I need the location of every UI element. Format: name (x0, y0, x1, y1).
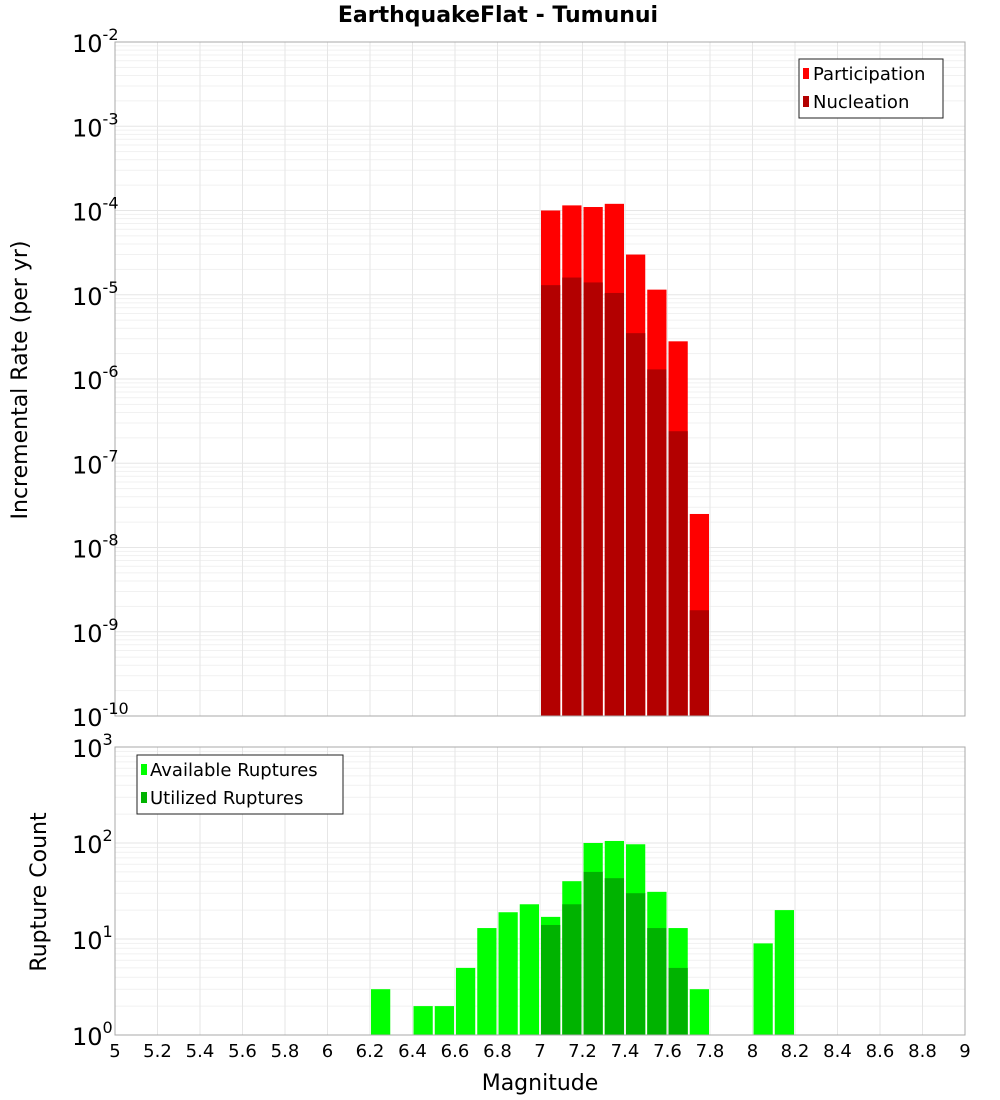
bar-nucleation-7.35 (604, 292, 624, 716)
rate-legend: Participation Nucleation (798, 58, 944, 119)
bar-utilized-ruptures-7.35 (604, 878, 624, 1035)
x-tick-label: 6.8 (483, 1041, 512, 1062)
x-tick-label: 5.2 (143, 1041, 172, 1062)
y-tick-label: 10-7 (72, 446, 119, 479)
x-tick-label: 5.6 (228, 1041, 257, 1062)
count-y-axis-label: Rupture Count (27, 812, 52, 972)
x-tick-label: 5.4 (186, 1041, 215, 1062)
bar-nucleation-7.45 (626, 333, 646, 716)
rate-panel: 10-10 10-9 10-8 10-7 10-6 10-5 10-4 10-3 10-2 In… (8, 25, 966, 732)
x-tick-label: 7.4 (611, 1041, 640, 1062)
bar-available-ruptures-8.05 (753, 943, 773, 1035)
bar-available-ruptures-6.95 (519, 904, 539, 1035)
bar-utilized-ruptures-7.05 (541, 924, 561, 1035)
x-tick-label: 7 (534, 1041, 545, 1062)
y-tick-label: 10-5 (72, 278, 119, 311)
bar-nucleation-7.75 (689, 610, 709, 716)
x-tick-label: 5 (109, 1041, 120, 1062)
x-tick-label: 6.2 (356, 1041, 385, 1062)
rate-plot-frame (114, 41, 966, 717)
x-tick-label: 8.8 (908, 1041, 937, 1062)
count-bars (371, 840, 794, 1035)
bar-utilized-ruptures-7.55 (647, 928, 667, 1035)
legend-label-available-ruptures: Available Ruptures (150, 760, 318, 781)
x-tick-label: 7.8 (696, 1041, 725, 1062)
legend-swatch-participation (803, 68, 809, 79)
x-tick-label: 8.2 (781, 1041, 810, 1062)
y-tick-label: 10-4 (72, 194, 119, 227)
x-axis-label: Magnitude (482, 1071, 599, 1096)
x-tick-label: 6.4 (398, 1041, 427, 1062)
legend-label-participation: Participation (813, 64, 925, 85)
x-tick-label: 8 (747, 1041, 758, 1062)
bar-available-ruptures-6.25 (371, 989, 391, 1035)
x-tick-label: 7.6 (653, 1041, 682, 1062)
bar-utilized-ruptures-7.65 (668, 967, 688, 1035)
y-tick-label: 100 (72, 1018, 113, 1051)
bar-nucleation-7.65 (668, 431, 688, 716)
x-tick-label: 8.4 (823, 1041, 852, 1062)
count-legend: Available Ruptures Utilized Ruptures (136, 754, 344, 815)
bar-nucleation-7.25 (583, 282, 603, 716)
y-tick-label: 10-10 (72, 699, 129, 732)
count-plot-frame (114, 746, 966, 1036)
y-tick-label: 10-3 (72, 109, 119, 142)
rate-y-axis-label: Incremental Rate (per yr) (8, 241, 33, 520)
count-grid (115, 747, 965, 1035)
rate-grid (115, 42, 965, 716)
rate-bars (541, 203, 709, 716)
y-tick-label: 10-9 (72, 615, 119, 648)
bar-available-ruptures-6.65 (456, 967, 476, 1035)
bar-utilized-ruptures-7.25 (583, 871, 603, 1035)
legend-swatch-available-ruptures (141, 764, 147, 775)
y-tick-label: 102 (72, 826, 113, 859)
y-tick-label: 10-8 (72, 531, 119, 564)
chart-title: EarthquakeFlat - Tumunui (338, 3, 658, 28)
bar-available-ruptures-7.75 (689, 989, 709, 1035)
bar-available-ruptures-6.45 (413, 1006, 433, 1035)
bar-available-ruptures-6.85 (498, 912, 518, 1035)
y-tick-label: 10-6 (72, 362, 119, 395)
legend-label-nucleation: Nucleation (813, 92, 909, 113)
y-tick-label: 103 (72, 730, 113, 763)
legend-swatch-nucleation (803, 96, 809, 107)
x-ticks: 5 5.2 5.4 5.6 5.8 6 6.2 6.4 6.6 6.8 7 7.2 7.4 7.6 7.8 8… (109, 1041, 970, 1062)
bar-utilized-ruptures-7.15 (562, 904, 582, 1035)
count-y-ticks: 100 101 102 103 (72, 730, 113, 1051)
bar-nucleation-7.55 (647, 369, 667, 716)
legend-label-utilized-ruptures: Utilized Ruptures (150, 788, 303, 809)
bar-nucleation-7.15 (562, 277, 582, 716)
bar-nucleation-7.05 (541, 285, 561, 716)
x-tick-label: 7.2 (568, 1041, 597, 1062)
x-tick-label: 6.6 (441, 1041, 470, 1062)
legend-swatch-utilized-ruptures (141, 792, 147, 803)
bar-utilized-ruptures-7.45 (626, 893, 646, 1035)
x-tick-label: 8.6 (866, 1041, 895, 1062)
x-tick-label: 9 (959, 1041, 970, 1062)
rate-y-ticks: 10-10 10-9 10-8 10-7 10-6 10-5 10-4 10-3 10-2 (72, 25, 129, 732)
x-tick-label: 5.8 (271, 1041, 300, 1062)
y-tick-label: 10-2 (72, 25, 119, 58)
x-tick-label: 6 (322, 1041, 333, 1062)
count-panel: 100 101 102 103 Rupture Count Available Rup… (27, 730, 966, 1051)
bar-available-ruptures-6.55 (434, 1006, 454, 1035)
y-tick-label: 101 (72, 922, 113, 955)
bar-available-ruptures-6.75 (477, 928, 497, 1035)
bar-available-ruptures-8.15 (774, 910, 794, 1035)
